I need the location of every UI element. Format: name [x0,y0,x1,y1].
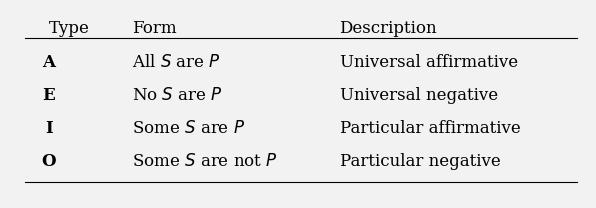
Text: I: I [45,120,52,137]
Text: Particular negative: Particular negative [340,153,500,170]
Text: A: A [42,54,55,72]
Text: Some $\mathit{S}$ are not $\mathit{P}$: Some $\mathit{S}$ are not $\mathit{P}$ [132,153,278,170]
Text: No $\mathit{S}$ are $\mathit{P}$: No $\mathit{S}$ are $\mathit{P}$ [132,87,222,104]
Text: Particular affirmative: Particular affirmative [340,120,520,137]
Text: Some $\mathit{S}$ are $\mathit{P}$: Some $\mathit{S}$ are $\mathit{P}$ [132,120,245,137]
Text: Form: Form [132,20,176,37]
Text: Universal affirmative: Universal affirmative [340,54,518,72]
Text: Universal negative: Universal negative [340,87,498,104]
Text: E: E [42,87,55,104]
Text: O: O [42,153,56,170]
Text: Type: Type [49,20,90,37]
Text: All $\mathit{S}$ are $\mathit{P}$: All $\mathit{S}$ are $\mathit{P}$ [132,54,221,72]
Text: Description: Description [340,20,437,37]
